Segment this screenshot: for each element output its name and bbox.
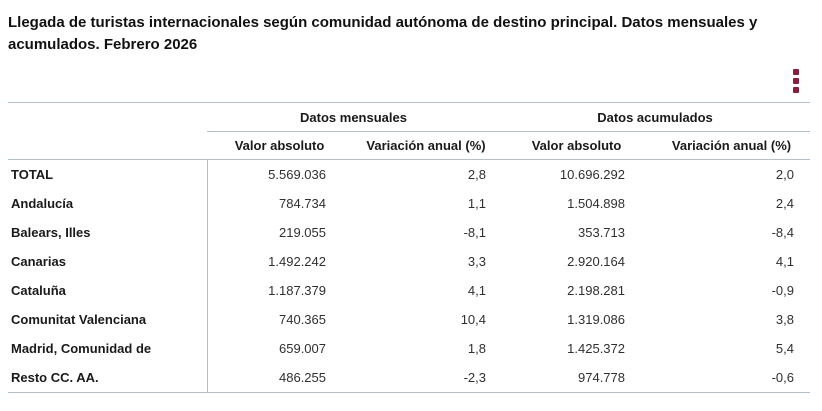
group-header-row: Datos mensuales Datos acumulados bbox=[8, 102, 810, 132]
table-row-comunitat-valenciana: Comunitat Valenciana 740.365 10,4 1.319.… bbox=[8, 305, 810, 334]
column-header-monthly-absolute: Valor absoluto bbox=[207, 131, 352, 160]
row-label: Balears, Illes bbox=[8, 218, 208, 247]
monthly-absolute-value: 219.055 bbox=[279, 225, 326, 240]
accumulated-absolute-value: 353.713 bbox=[578, 225, 625, 240]
monthly-absolute-value: 486.255 bbox=[207, 363, 352, 393]
toolbar bbox=[8, 68, 812, 94]
table-row-madrid: Madrid, Comunidad de 659.007 1,8 1.425.3… bbox=[8, 334, 810, 363]
row-label: Madrid, Comunidad de bbox=[8, 334, 208, 363]
accumulated-absolute-value: 1.425.372 bbox=[567, 341, 625, 356]
page-title: Llegada de turistas internacionales segú… bbox=[8, 14, 758, 53]
table-row-andalucia: Andalucía 784.734 1,1 1.504.898 2,4 bbox=[8, 189, 810, 218]
kebab-dot bbox=[793, 87, 799, 93]
kebab-dot bbox=[793, 69, 799, 75]
accumulated-variation-value: -8,4 bbox=[771, 225, 794, 240]
table-row-balears: Balears, Illes 219.055 -8,1 353.713 -8,4 bbox=[8, 218, 810, 247]
accumulated-variation-value: 4,1 bbox=[775, 254, 794, 269]
accumulated-variation-value: 5,4 bbox=[775, 341, 794, 356]
monthly-absolute-value: 784.734 bbox=[279, 196, 326, 211]
accumulated-variation-value: 3,8 bbox=[775, 312, 794, 327]
monthly-absolute-value: 659.007 bbox=[279, 341, 326, 356]
tourist-arrivals-table: Datos mensuales Datos acumulados Valor a… bbox=[8, 102, 810, 393]
monthly-absolute-value: 1.492.242 bbox=[268, 254, 326, 269]
group-header-monthly: Datos mensuales bbox=[207, 102, 500, 132]
monthly-variation-value: -2,3 bbox=[352, 363, 500, 393]
row-label: Canarias bbox=[8, 247, 208, 276]
table-row-cataluna: Cataluña 1.187.379 4,1 2.198.281 -0,9 bbox=[8, 276, 810, 305]
accumulated-absolute-value: 1.504.898 bbox=[567, 196, 625, 211]
monthly-variation-value: 3,3 bbox=[467, 254, 486, 269]
table-row-total: TOTAL 5.569.036 2,8 10.696.292 2,0 bbox=[8, 159, 810, 189]
accumulated-absolute-value: 10.696.292 bbox=[559, 167, 625, 182]
monthly-absolute-value: 740.365 bbox=[279, 312, 326, 327]
table-corner-cell bbox=[8, 131, 207, 160]
row-label: Andalucía bbox=[8, 189, 208, 218]
monthly-variation-value: 2,8 bbox=[467, 167, 486, 182]
row-label: TOTAL bbox=[8, 159, 208, 189]
table-corner-cell bbox=[8, 102, 207, 132]
monthly-variation-value: 1,1 bbox=[467, 196, 486, 211]
monthly-variation-value: -8,1 bbox=[463, 225, 486, 240]
column-header-monthly-variation: Variación anual (%) bbox=[352, 131, 500, 160]
accumulated-variation-value: 2,4 bbox=[775, 196, 794, 211]
accumulated-absolute-value: 2.920.164 bbox=[567, 254, 625, 269]
kebab-menu-icon[interactable] bbox=[791, 68, 801, 94]
accumulated-absolute-value: 2.198.281 bbox=[567, 283, 625, 298]
monthly-variation-value: 10,4 bbox=[460, 312, 486, 327]
column-header-accumulated-absolute: Valor absoluto bbox=[500, 131, 653, 160]
accumulated-variation-value: -0,6 bbox=[653, 363, 810, 393]
accumulated-variation-value: 2,0 bbox=[775, 167, 794, 182]
accumulated-absolute-value: 974.778 bbox=[500, 363, 653, 393]
monthly-variation-value: 1,8 bbox=[467, 341, 486, 356]
column-header-row: Valor absoluto Variación anual (%) Valor… bbox=[8, 131, 810, 160]
accumulated-variation-value: -0,9 bbox=[771, 283, 794, 298]
row-label: Resto CC. AA. bbox=[8, 363, 208, 393]
monthly-absolute-value: 5.569.036 bbox=[268, 167, 326, 182]
row-label: Comunitat Valenciana bbox=[8, 305, 208, 334]
table-row-canarias: Canarias 1.492.242 3,3 2.920.164 4,1 bbox=[8, 247, 810, 276]
monthly-variation-value: 4,1 bbox=[467, 283, 486, 298]
column-header-accumulated-variation: Variación anual (%) bbox=[653, 131, 810, 160]
kebab-dot bbox=[793, 78, 799, 84]
group-header-accumulated: Datos acumulados bbox=[500, 102, 810, 132]
table-row-resto-ccaa: Resto CC. AA. 486.255 -2,3 974.778 -0,6 bbox=[8, 363, 810, 393]
accumulated-absolute-value: 1.319.086 bbox=[567, 312, 625, 327]
row-label: Cataluña bbox=[8, 276, 208, 305]
monthly-absolute-value: 1.187.379 bbox=[268, 283, 326, 298]
